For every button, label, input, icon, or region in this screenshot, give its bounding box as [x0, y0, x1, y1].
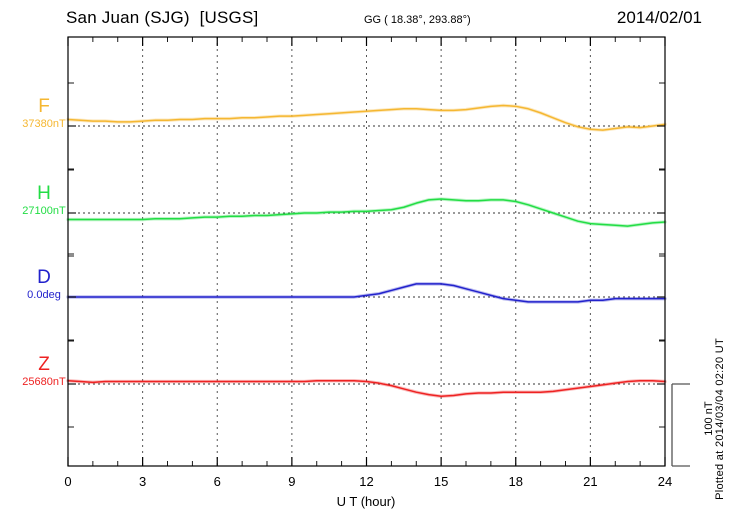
scale-bar — [671, 383, 690, 467]
x-tick-18: 18 — [508, 474, 523, 489]
plotted-at-timestamp: Plotted at 2014/03/04 02:20 UT — [714, 338, 726, 500]
component-label-d: D 0.0deg — [27, 268, 61, 302]
plot-frame — [67, 36, 666, 467]
component-baseline-f: 37380nT — [22, 118, 66, 130]
component-symbol-h: H — [37, 183, 51, 204]
x-tick-9: 9 — [288, 474, 296, 489]
component-symbol-z: Z — [38, 354, 50, 375]
x-tick-24: 24 — [657, 474, 673, 489]
page-title: San Juan (SJG) [USGS] — [66, 8, 259, 27]
component-label-f: F 37380nT — [22, 97, 65, 131]
observation-date: 2014/02/01 — [616, 8, 702, 27]
trace-layer — [66, 103, 667, 398]
x-tick-12: 12 — [359, 474, 374, 489]
x-tick-3: 3 — [139, 474, 147, 489]
component-label-h: H 27100nT — [22, 184, 65, 218]
x-tick-0: 0 — [64, 474, 72, 489]
component-label-z: Z 25680nT — [22, 355, 65, 389]
component-symbol-d: D — [37, 267, 51, 288]
geographic-coordinates: GG ( 18.38°, 293.88°) — [364, 14, 471, 26]
x-axis-title: U T (hour) — [336, 494, 396, 509]
x-tick-6: 6 — [213, 474, 221, 489]
component-baseline-h: 27100nT — [22, 205, 66, 217]
x-tick-15: 15 — [433, 474, 449, 489]
x-tick-21: 21 — [583, 474, 598, 489]
component-baseline-z: 25680nT — [22, 376, 66, 388]
grid-layer — [142, 37, 591, 466]
component-symbol-f: F — [38, 96, 50, 117]
component-baseline-d: 0.0deg — [27, 289, 61, 301]
